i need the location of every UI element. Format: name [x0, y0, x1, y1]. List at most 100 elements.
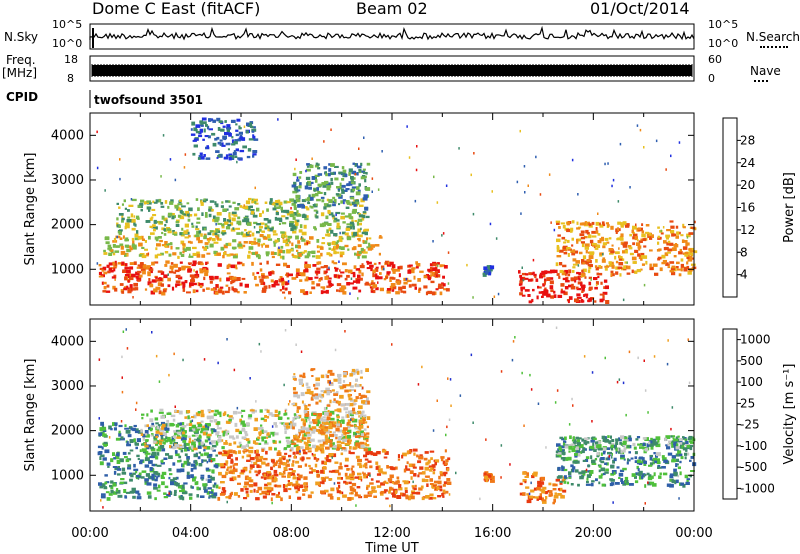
power-cell: [336, 240, 340, 243]
velocity-cell: [335, 427, 340, 432]
velocity-cell: [202, 431, 207, 436]
power-cell: [235, 148, 239, 152]
velocity-cell: [144, 457, 150, 462]
power-cell: [113, 237, 117, 242]
power-cell: [611, 244, 614, 247]
velocity-cell: [427, 459, 431, 464]
power-cell: [320, 286, 326, 289]
power-cell: [520, 288, 523, 292]
velocity-cell: [129, 439, 134, 443]
velocity-cell: [302, 451, 308, 455]
velocity-cell: [272, 474, 275, 479]
velocity-cell: [602, 472, 606, 476]
velocity-cell: [314, 463, 318, 468]
power-cell: [235, 133, 239, 137]
velocity-cell: [601, 435, 605, 439]
power-cell: [407, 269, 412, 274]
velocity-cell: [174, 444, 180, 448]
power-cell: [616, 237, 621, 241]
power-cell: [272, 230, 277, 233]
velocity-cell: [347, 419, 351, 423]
power-cell: [314, 179, 318, 183]
power-cell: [253, 276, 257, 280]
velocity-cell: [367, 460, 372, 463]
power-cell: [294, 187, 297, 192]
velocity-colorbar-frame: [722, 328, 738, 500]
power-cell: [348, 213, 352, 217]
velocity-cell: [346, 429, 352, 434]
velocity-cell: [293, 434, 298, 439]
velocity-cell: [425, 479, 429, 483]
power-cell: [538, 286, 542, 289]
power-cell: [595, 230, 599, 234]
power-cell: [226, 124, 231, 128]
power-cell: [278, 201, 283, 206]
velocity-cell: [293, 444, 299, 448]
velocity-cell: [298, 474, 303, 479]
velocity-cell: [666, 483, 671, 487]
power-cell: [565, 273, 567, 276]
velocity-cell: [575, 446, 579, 451]
velocity-cell: [188, 427, 192, 430]
velocity-cell: [623, 458, 626, 461]
power-cell: [342, 291, 347, 295]
power-cell: [521, 272, 527, 276]
velocity-cell: [429, 493, 434, 497]
velocity-cell: [179, 489, 183, 493]
velocity-cell: [343, 375, 347, 378]
power-cell: [693, 220, 696, 224]
velocity-cell: [314, 448, 318, 452]
velocity-cell: [350, 491, 353, 495]
velocity-cell: [344, 435, 349, 440]
power-cell: [134, 287, 139, 291]
velocity-cell: [295, 480, 299, 485]
velocity-cell: [267, 434, 271, 438]
power-cell: [346, 274, 350, 278]
power-cell: [131, 243, 135, 248]
velocity-cell: [320, 469, 324, 474]
power-cell: [291, 202, 296, 206]
power-cell: [612, 178, 615, 182]
velocity-cell: [365, 451, 370, 456]
power-cell: [312, 264, 317, 267]
power-cell: [186, 246, 191, 251]
power-cell: [670, 268, 676, 271]
velocity-cell: [186, 423, 189, 426]
velocity-cell: [260, 417, 265, 421]
velocity-cell: [333, 482, 336, 485]
velocity-cell: [248, 470, 252, 474]
velocity-cell: [614, 444, 617, 449]
velocity-cell: [341, 419, 345, 422]
power-cell: [386, 290, 391, 294]
velocity-cell: [232, 464, 235, 468]
velocity-cell: [366, 474, 368, 477]
power-cell: [146, 206, 152, 210]
power-cell: [219, 139, 223, 142]
power-cell: [403, 290, 407, 294]
power-cell: [163, 217, 168, 222]
velocity-cell: [129, 449, 134, 452]
power-cell: [375, 287, 379, 291]
velocity-cell: [280, 473, 285, 476]
velocity-cell: [217, 361, 219, 365]
velocity-cell: [298, 484, 303, 489]
velocity-cell: [211, 430, 214, 434]
power-cell: [255, 251, 259, 256]
power-cell: [624, 241, 628, 245]
power-cell: [226, 277, 230, 282]
power-cell: [256, 254, 260, 258]
power-cell: [267, 234, 271, 239]
power-cell: [314, 174, 320, 177]
power-cell: [347, 248, 350, 251]
velocity-cell: [307, 447, 312, 450]
velocity-cell: [574, 469, 579, 473]
power-cell: [307, 201, 310, 204]
power-cell: [637, 253, 641, 257]
velocity-cell: [412, 486, 415, 490]
velocity-cell: [366, 390, 371, 394]
velocity-cell: [213, 492, 218, 497]
power-cell: [131, 273, 136, 277]
velocity-cell: [164, 427, 170, 431]
power-cell: [333, 233, 338, 237]
power-cell: [131, 198, 137, 202]
